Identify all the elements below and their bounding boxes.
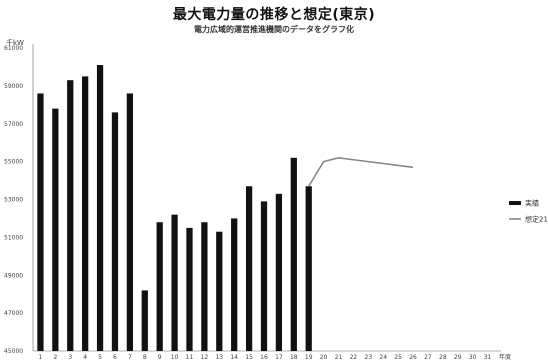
series-line — [308, 157, 414, 187]
legend-label: 実績 — [525, 199, 539, 208]
x-tick-label: 24 — [379, 354, 387, 360]
y-tick-label: 53000 — [4, 197, 23, 204]
y-tick-label: 49000 — [4, 272, 23, 279]
bar — [290, 157, 297, 351]
y-axis-unit-label: 千kW — [6, 39, 24, 47]
x-tick-label: 29 — [454, 354, 462, 360]
y-tick-label: 45000 — [4, 348, 23, 355]
y-tick-label: 59000 — [4, 83, 23, 90]
bar — [126, 93, 134, 351]
x-tick-label: 17 — [275, 354, 283, 360]
x-tick-label: 16 — [260, 354, 268, 360]
bar — [231, 218, 238, 351]
bar — [186, 227, 193, 351]
bar — [111, 112, 119, 351]
x-tick-label: 6 — [113, 354, 117, 360]
x-tick-label: 13 — [215, 354, 223, 360]
x-tick-label: 10 — [171, 354, 179, 360]
y-tick-label: 57000 — [4, 121, 23, 128]
x-tick-label: 31 — [484, 354, 492, 360]
x-tick-label: 3 — [68, 354, 72, 360]
x-tick-label: 21 — [335, 354, 343, 360]
x-axis-label: 年度 — [499, 353, 511, 360]
x-tick-label: 7 — [128, 354, 132, 360]
bar — [37, 93, 44, 351]
bar — [245, 186, 253, 351]
x-tick-label: 15 — [245, 354, 253, 360]
x-tick-label: 23 — [365, 354, 373, 360]
x-tick-label: 25 — [394, 354, 402, 360]
x-tick-label: 22 — [350, 354, 358, 360]
x-tick-label: 26 — [409, 354, 417, 360]
x-tick-label: 11 — [186, 354, 194, 360]
bar — [201, 222, 208, 351]
y-tick-label: 47000 — [4, 310, 23, 317]
y-tick-label: 61000 — [4, 45, 23, 52]
bar — [141, 290, 148, 351]
x-tick-label: 9 — [158, 354, 162, 360]
x-tick-label: 27 — [424, 354, 432, 360]
bar — [305, 186, 312, 351]
bar — [171, 214, 178, 351]
y-tick-label: 55000 — [4, 159, 23, 166]
bar — [156, 222, 163, 351]
legend-swatch-bar — [509, 201, 521, 205]
legend-label: 想定21 — [525, 215, 548, 224]
x-tick-label: 18 — [290, 354, 298, 360]
x-tick-label: 4 — [83, 354, 87, 360]
bar — [67, 80, 74, 351]
x-tick-label: 19 — [305, 354, 313, 360]
x-tick-label: 1 — [39, 354, 43, 360]
x-tick-label: 12 — [201, 354, 209, 360]
bar — [275, 193, 283, 351]
bar — [52, 108, 59, 351]
x-tick-label: 14 — [230, 354, 238, 360]
bar — [260, 201, 268, 351]
x-tick-label: 5 — [98, 354, 102, 360]
x-tick-label: 28 — [439, 354, 447, 360]
y-tick-label: 51000 — [4, 234, 23, 241]
bar — [96, 65, 104, 351]
bar — [82, 76, 89, 351]
x-tick-label: 2 — [53, 354, 57, 360]
x-tick-label: 20 — [320, 354, 328, 360]
chart-subtitle: 電力広域的運営推進機関のデータをグラフ化 — [194, 25, 354, 34]
x-tick-label: 30 — [469, 354, 477, 360]
x-tick-label: 8 — [143, 354, 147, 360]
chart-title: 最大電力量の推移と想定(東京) — [172, 7, 376, 23]
bar — [216, 231, 223, 351]
